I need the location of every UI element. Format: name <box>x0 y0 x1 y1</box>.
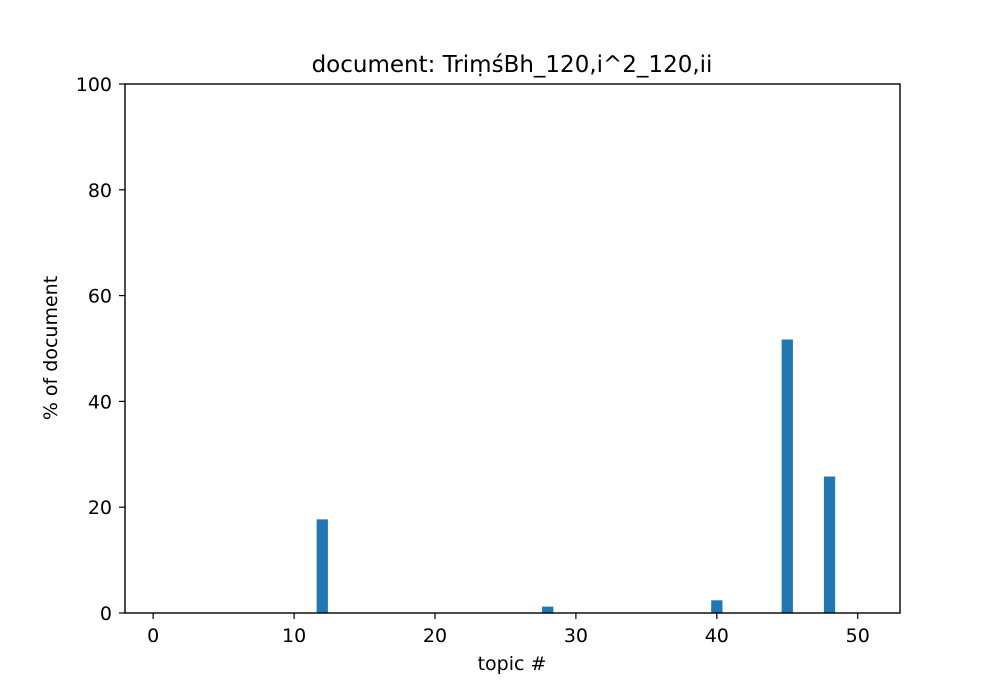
x-tick-label: 10 <box>282 625 306 647</box>
x-axis-ticks: 0 10 20 30 40 50 <box>147 613 870 647</box>
x-tick-label: 40 <box>705 625 729 647</box>
bars-group <box>316 339 836 613</box>
bar-topic-12 <box>316 519 328 613</box>
bar-topic-48 <box>823 476 836 613</box>
x-tick-label: 50 <box>846 625 870 647</box>
plot-area-frame <box>124 83 901 614</box>
x-tick-label: 20 <box>423 625 447 647</box>
y-tick-label: 0 <box>100 603 112 625</box>
y-axis-ticks: 0 20 40 60 80 100 <box>76 74 125 625</box>
y-tick-label: 20 <box>88 497 112 519</box>
chart-title: document: TriṃśBh_120,i^2_120,ii <box>312 52 713 78</box>
y-axis-label: % of document <box>40 276 62 420</box>
bar-topic-45 <box>781 339 793 613</box>
bar-topic-28 <box>542 606 554 613</box>
y-tick-label: 60 <box>88 286 112 308</box>
y-tick-label: 80 <box>88 180 112 202</box>
x-tick-label: 30 <box>564 625 588 647</box>
x-tick-label: 0 <box>147 625 159 647</box>
y-tick-label: 40 <box>88 391 112 413</box>
x-axis-label: topic # <box>478 653 547 675</box>
y-tick-label: 100 <box>76 74 112 96</box>
bar-topic-40 <box>711 600 723 613</box>
